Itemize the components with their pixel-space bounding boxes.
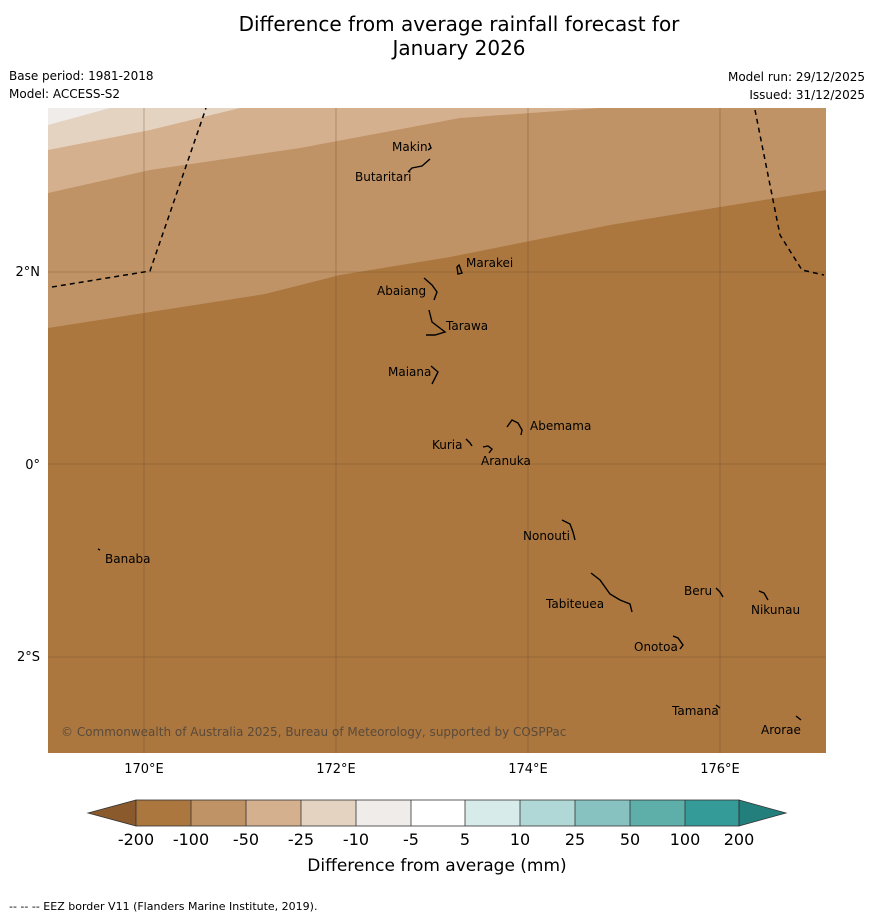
colorbar-segment bbox=[575, 800, 630, 826]
label-nonouti: Nonouti bbox=[523, 529, 570, 543]
atoll-makin bbox=[427, 142, 432, 151]
colorbar-tick: 10 bbox=[510, 830, 530, 849]
colorbar-segment bbox=[191, 800, 246, 826]
model-run: Model run: 29/12/2025 bbox=[727, 70, 865, 84]
atoll-butaritari bbox=[407, 158, 431, 173]
eez-borders bbox=[51, 108, 825, 288]
label-tarawa: Tarawa bbox=[445, 319, 488, 333]
lon-tick-172e: 172°E bbox=[316, 762, 356, 777]
colorbar-segment bbox=[411, 800, 465, 826]
atoll-abemama bbox=[506, 419, 523, 436]
colorbar-extend-high bbox=[738, 799, 788, 827]
label-onotoa: Onotoa bbox=[634, 640, 678, 654]
colorbar-tick: 200 bbox=[724, 830, 755, 849]
colorbar-segment bbox=[136, 800, 191, 826]
place-labels: Makin Butaritari Marakei Abaiang Tarawa … bbox=[105, 140, 801, 737]
model-name: Model: ACCESS-S2 bbox=[9, 87, 121, 101]
eez-border-east bbox=[754, 109, 825, 276]
band-minus-10-to-minus-5 bbox=[48, 108, 110, 125]
label-tamana: Tamana bbox=[671, 704, 719, 718]
label-aranuka: Aranuka bbox=[481, 454, 531, 468]
island-banaba bbox=[97, 548, 101, 551]
lon-tick-176e: 176°E bbox=[700, 762, 740, 777]
label-abemama: Abemama bbox=[530, 419, 591, 433]
copyright-notice: © Commonwealth of Australia 2025, Bureau… bbox=[61, 725, 566, 739]
lat-tick-2s: 2°S bbox=[17, 650, 40, 665]
colorbar-segment bbox=[520, 800, 575, 826]
colorbar-tick: -100 bbox=[173, 830, 209, 849]
atoll-abaiang bbox=[423, 277, 438, 301]
band-minus-50-to-minus-25 bbox=[48, 108, 826, 193]
atoll-marakei bbox=[456, 263, 463, 275]
base-period: Base period: 1981-2018 bbox=[9, 69, 154, 83]
colorbar-extend-low bbox=[86, 799, 137, 827]
colorbar-segment bbox=[465, 800, 520, 826]
colorbar-dividers bbox=[190, 800, 686, 826]
colorbar-segment bbox=[356, 800, 411, 826]
colorbar-tick: -10 bbox=[343, 830, 369, 849]
label-abaiang: Abaiang bbox=[377, 284, 426, 298]
colorbar-tick: 25 bbox=[565, 830, 585, 849]
atoll-tabiteuea bbox=[590, 572, 633, 613]
colorbar-tick: -25 bbox=[288, 830, 314, 849]
label-arorae: Arorae bbox=[761, 723, 801, 737]
issued-date: Issued: 31/12/2025 bbox=[749, 88, 865, 102]
lon-tick-170e: 170°E bbox=[124, 762, 164, 777]
title-line-2: January 2026 bbox=[392, 36, 526, 60]
label-kuria: Kuria bbox=[432, 438, 463, 452]
atoll-outlines bbox=[97, 142, 802, 721]
atoll-kuria bbox=[465, 438, 473, 447]
colorbar: -200 -100 -50 -25 -10 -5 5 10 25 50 100 … bbox=[86, 799, 788, 876]
map-title: Difference from average rainfall forecas… bbox=[0, 12, 873, 60]
colorbar-tick-labels: -200 -100 -50 -25 -10 -5 5 10 25 50 100 … bbox=[118, 830, 754, 849]
atoll-nonouti bbox=[561, 519, 576, 541]
label-nikunau: Nikunau bbox=[751, 603, 800, 617]
island-beru bbox=[715, 587, 724, 598]
rainfall-map: Makin Butaritari Marakei Abaiang Tarawa … bbox=[16, 108, 826, 876]
atoll-tarawa bbox=[426, 309, 447, 336]
title-line-1: Difference from average rainfall forecas… bbox=[238, 12, 680, 36]
colorbar-tick: -200 bbox=[118, 830, 154, 849]
lat-axis-labels: 2°N 0° 2°S bbox=[16, 265, 41, 665]
island-onotoa bbox=[672, 635, 684, 650]
colorbar-tick: 100 bbox=[670, 830, 701, 849]
eez-border-west bbox=[51, 108, 207, 288]
atoll-maiana bbox=[430, 365, 439, 385]
label-tabiteuea: Tabiteuea bbox=[545, 597, 604, 611]
island-arorae bbox=[795, 715, 802, 721]
label-makin: Makin bbox=[392, 140, 428, 154]
lon-tick-174e: 174°E bbox=[508, 762, 548, 777]
island-tamana bbox=[715, 704, 721, 709]
colorbar-segment bbox=[630, 800, 685, 826]
colorbar-tick: -50 bbox=[233, 830, 259, 849]
island-nikunau bbox=[758, 590, 769, 601]
atoll-aranuka bbox=[482, 445, 493, 454]
colorbar-title: Difference from average (mm) bbox=[307, 856, 566, 876]
label-beru: Beru bbox=[684, 584, 712, 598]
colorbar-tick: 5 bbox=[460, 830, 470, 849]
colorbar-segment bbox=[246, 800, 301, 826]
label-butaritari: Butaritari bbox=[355, 170, 412, 184]
lat-tick-0: 0° bbox=[25, 458, 40, 473]
rainfall-shading: Makin Butaritari Marakei Abaiang Tarawa … bbox=[48, 108, 826, 753]
eez-footnote: -- -- -- EEZ border V11 (Flanders Marine… bbox=[9, 900, 318, 913]
graticule bbox=[48, 108, 826, 753]
label-maiana: Maiana bbox=[388, 365, 431, 379]
colorbar-tick: -5 bbox=[403, 830, 419, 849]
colorbar-outline bbox=[135, 799, 740, 827]
colorbar-segment bbox=[685, 800, 739, 826]
label-marakei: Marakei bbox=[466, 256, 513, 270]
lon-axis-labels: 170°E 172°E 174°E 176°E bbox=[124, 762, 740, 777]
colorbar-tick: 50 bbox=[620, 830, 640, 849]
label-banaba: Banaba bbox=[105, 552, 151, 566]
lat-tick-2n: 2°N bbox=[16, 265, 41, 280]
colorbar-segment bbox=[301, 800, 356, 826]
band-minus-100-to-minus-50 bbox=[48, 108, 826, 328]
